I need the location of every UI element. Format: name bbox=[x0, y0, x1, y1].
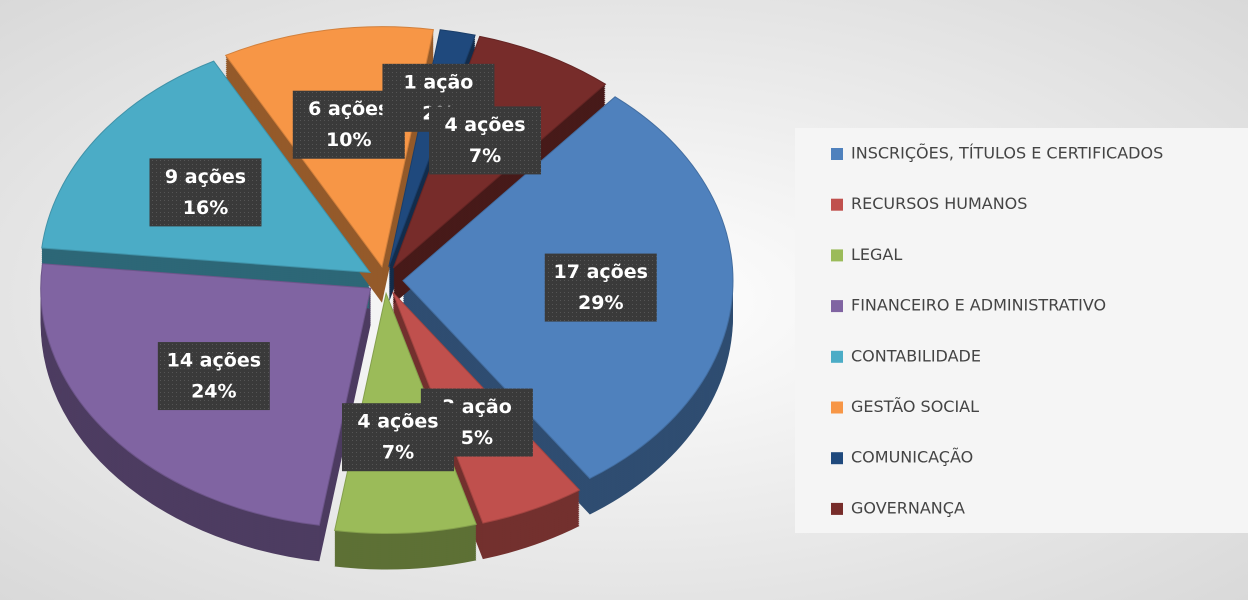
legend-swatch bbox=[831, 198, 843, 211]
legend-label: FINANCEIRO E ADMINISTRATIVO bbox=[851, 296, 1106, 315]
data-label: 10% bbox=[326, 129, 371, 151]
legend-swatch bbox=[831, 249, 843, 262]
data-label: 16% bbox=[183, 197, 228, 219]
data-label: 14 ações bbox=[167, 350, 261, 372]
legend-label: LEGAL bbox=[851, 245, 902, 264]
data-label-box bbox=[544, 253, 657, 322]
legend-label: GESTÃO SOCIAL bbox=[851, 397, 979, 416]
data-label: 1 ação bbox=[404, 71, 474, 93]
data-label: 4 ações bbox=[444, 114, 525, 136]
legend-label: GOVERNANÇA bbox=[851, 498, 965, 517]
legend-label: RECURSOS HUMANOS bbox=[851, 194, 1027, 213]
data-label-box bbox=[149, 158, 262, 227]
legend-swatch bbox=[831, 502, 843, 515]
data-label: 17 ações bbox=[554, 261, 648, 283]
legend-swatch bbox=[831, 148, 843, 160]
data-label-box bbox=[157, 342, 270, 411]
data-label: 5% bbox=[461, 427, 493, 449]
legend-swatch bbox=[831, 401, 843, 414]
data-label: 29% bbox=[578, 292, 623, 314]
legend-swatch bbox=[831, 350, 843, 363]
legend-swatch bbox=[831, 452, 843, 465]
legend-label: INSCRIÇÕES, TÍTULOS E CERTIFICADOS bbox=[851, 144, 1163, 163]
data-label: 6 ações bbox=[308, 98, 389, 120]
data-label: 3 ação bbox=[442, 396, 512, 418]
legend-swatch bbox=[831, 300, 843, 313]
data-label: 9 ações bbox=[165, 166, 246, 188]
data-label: 7% bbox=[469, 145, 501, 167]
legend-box bbox=[795, 128, 1248, 533]
data-label: 4 ações bbox=[357, 411, 438, 433]
data-label-box bbox=[341, 403, 454, 472]
legend-label: CONTABILIDADE bbox=[851, 346, 981, 365]
data-label: 24% bbox=[191, 381, 236, 403]
data-label: 7% bbox=[382, 442, 414, 464]
data-label-box bbox=[429, 106, 542, 175]
legend-label: COMUNICAÇÃO bbox=[851, 448, 973, 467]
